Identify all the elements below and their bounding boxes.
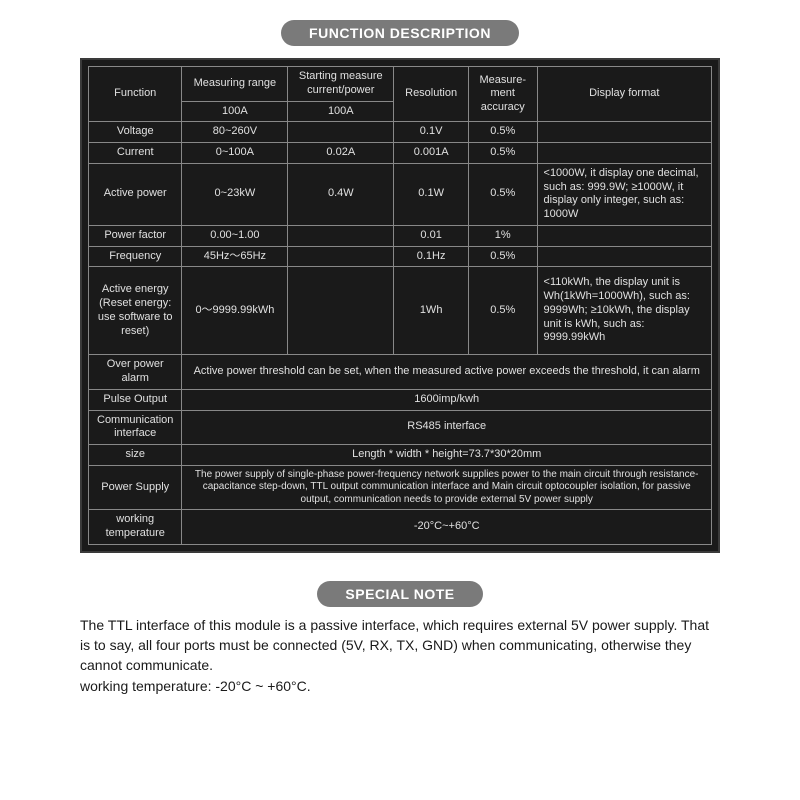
special-note-text: The TTL interface of this module is a pa…: [80, 615, 720, 696]
cell-size-label: size: [89, 445, 182, 466]
cell-ae-label: Active energy (Reset energy: use softwar…: [89, 267, 182, 355]
cell-current-start: 0.02A: [288, 143, 394, 164]
cell-ps-label: Power Supply: [89, 465, 182, 510]
cell-voltage-range: 80~260V: [182, 122, 288, 143]
cell-opa-value: Active power threshold can be set, when …: [182, 355, 712, 390]
cell-freq-res: 0.1Hz: [394, 246, 469, 267]
row-over-power-alarm: Over power alarm Active power threshold …: [89, 355, 712, 390]
cell-active-power-label: Active power: [89, 163, 182, 225]
row-comm-interface: Communication interface RS485 interface: [89, 410, 712, 445]
cell-freq-start: [288, 246, 394, 267]
cell-active-power-res: 0.1W: [394, 163, 469, 225]
cell-opa-label: Over power alarm: [89, 355, 182, 390]
row-pulse-output: Pulse Output 1600imp/kwh: [89, 389, 712, 410]
cell-current-range: 0~100A: [182, 143, 288, 164]
cell-voltage-start: [288, 122, 394, 143]
cell-active-power-acc: 0.5%: [469, 163, 538, 225]
cell-pf-start: [288, 225, 394, 246]
function-description-badge: FUNCTION DESCRIPTION: [281, 20, 519, 46]
cell-pulse-value: 1600imp/kwh: [182, 389, 712, 410]
cell-ae-range: 0～9999.99kWh: [182, 267, 288, 355]
cell-wt-value: -20°C~+60°C: [182, 510, 712, 545]
row-power-supply: Power Supply The power supply of single-…: [89, 465, 712, 510]
cell-comm-label: Communication interface: [89, 410, 182, 445]
cell-active-power-start: 0.4W: [288, 163, 394, 225]
row-voltage: Voltage 80~260V 0.1V 0.5%: [89, 122, 712, 143]
cell-ae-start: [288, 267, 394, 355]
cell-freq-range: 45Hz～65Hz: [182, 246, 288, 267]
cell-size-value: Length * width * height=73.7*30*20mm: [182, 445, 712, 466]
hdr-starting-measure: Starting measure current/power: [288, 67, 394, 102]
spec-table: Function Measuring range Starting measur…: [88, 66, 712, 545]
hdr-starting-measure-sub: 100A: [288, 101, 394, 122]
cell-freq-acc: 0.5%: [469, 246, 538, 267]
row-size: size Length * width * height=73.7*30*20m…: [89, 445, 712, 466]
cell-pf-fmt: [537, 225, 711, 246]
cell-voltage-fmt: [537, 122, 711, 143]
cell-wt-label: working temperature: [89, 510, 182, 545]
row-frequency: Frequency 45Hz～65Hz 0.1Hz 0.5%: [89, 246, 712, 267]
cell-pulse-label: Pulse Output: [89, 389, 182, 410]
cell-voltage-acc: 0.5%: [469, 122, 538, 143]
cell-ae-fmt: <110kWh, the display unit is Wh(1kWh=100…: [537, 267, 711, 355]
row-active-power: Active power 0~23kW 0.4W 0.1W 0.5% <1000…: [89, 163, 712, 225]
cell-ae-acc: 0.5%: [469, 267, 538, 355]
row-working-temp: working temperature -20°C~+60°C: [89, 510, 712, 545]
special-note-section: SPECIAL NOTE The TTL interface of this m…: [80, 567, 720, 696]
hdr-accuracy: Measure-ment accuracy: [469, 67, 538, 122]
cell-pf-res: 0.01: [394, 225, 469, 246]
row-current: Current 0~100A 0.02A 0.001A 0.5%: [89, 143, 712, 164]
hdr-display-format: Display format: [537, 67, 711, 122]
cell-voltage-label: Voltage: [89, 122, 182, 143]
cell-freq-label: Frequency: [89, 246, 182, 267]
table-header-row-1: Function Measuring range Starting measur…: [89, 67, 712, 102]
cell-ps-value: The power supply of single-phase power-f…: [182, 465, 712, 510]
hdr-resolution: Resolution: [394, 67, 469, 122]
special-note-badge: SPECIAL NOTE: [317, 581, 482, 607]
section-header-special-note: SPECIAL NOTE: [80, 581, 720, 607]
hdr-measuring-range: Measuring range: [182, 67, 288, 102]
cell-freq-fmt: [537, 246, 711, 267]
row-power-factor: Power factor 0.00~1.00 0.01 1%: [89, 225, 712, 246]
cell-current-res: 0.001A: [394, 143, 469, 164]
spec-table-container: Function Measuring range Starting measur…: [80, 58, 720, 553]
cell-pf-label: Power factor: [89, 225, 182, 246]
cell-pf-acc: 1%: [469, 225, 538, 246]
cell-comm-value: RS485 interface: [182, 410, 712, 445]
cell-active-power-fmt: <1000W, it display one decimal, such as:…: [537, 163, 711, 225]
cell-voltage-res: 0.1V: [394, 122, 469, 143]
cell-current-acc: 0.5%: [469, 143, 538, 164]
section-header-function: FUNCTION DESCRIPTION: [0, 20, 800, 46]
hdr-measuring-range-sub: 100A: [182, 101, 288, 122]
cell-active-power-range: 0~23kW: [182, 163, 288, 225]
cell-pf-range: 0.00~1.00: [182, 225, 288, 246]
hdr-function: Function: [89, 67, 182, 122]
cell-current-label: Current: [89, 143, 182, 164]
cell-current-fmt: [537, 143, 711, 164]
row-active-energy: Active energy (Reset energy: use softwar…: [89, 267, 712, 355]
cell-ae-res: 1Wh: [394, 267, 469, 355]
